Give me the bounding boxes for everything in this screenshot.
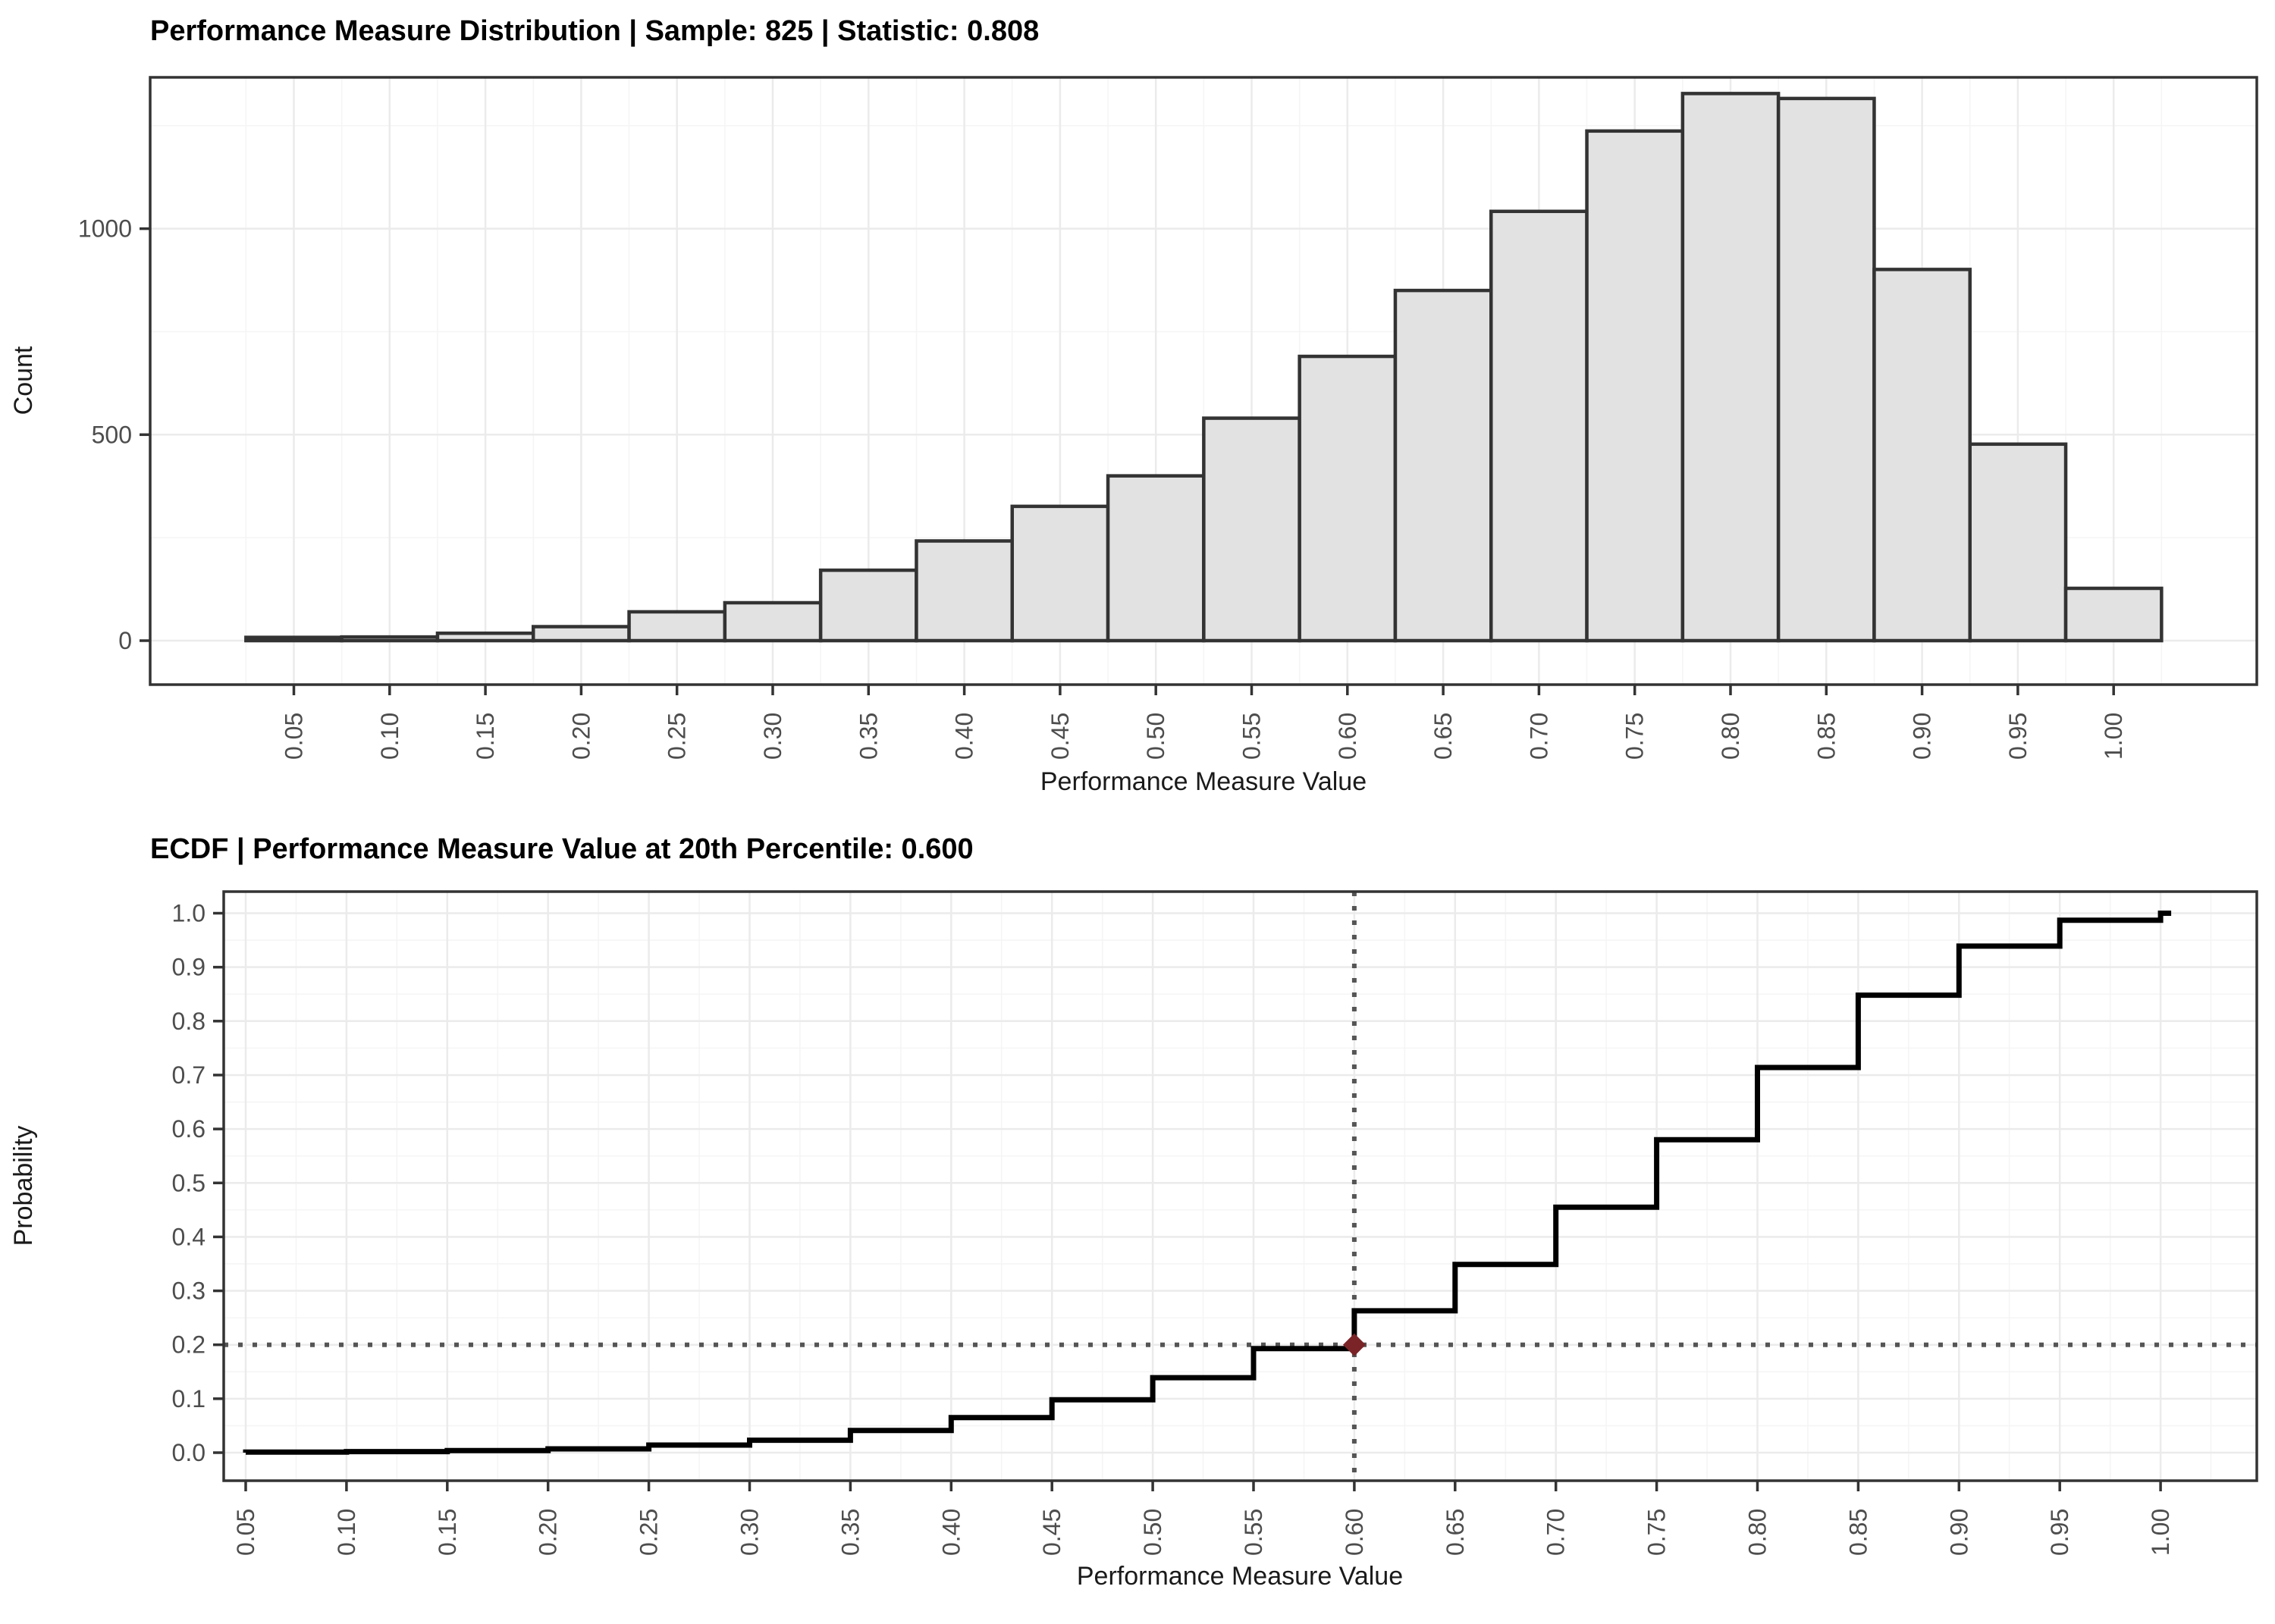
y-tick-label: 1.0 (172, 900, 206, 927)
x-tick-label: 0.80 (1744, 1509, 1771, 1556)
histogram-bar (532, 625, 631, 643)
ecdf-y-axis-title: Probability (9, 1126, 38, 1246)
histogram-axis-ticks: 0.05 0.10 0.15 0.20 0.25 0.30 0.35 0.40 0.45 0.50… (78, 215, 2127, 760)
histogram-bar (1872, 268, 1972, 643)
ecdf-gridlines (224, 892, 2257, 1481)
x-tick-label: 0.95 (2046, 1509, 2073, 1556)
x-tick-label: 0.20 (535, 1509, 562, 1556)
x-tick-label: 0.05 (232, 1509, 259, 1556)
histogram-bar (435, 631, 535, 643)
histogram-x-axis-title: Performance Measure Value (1040, 767, 1367, 796)
x-tick-label: 0.20 (567, 713, 595, 760)
histogram-panel-border (149, 76, 2258, 686)
y-tick-label: 1000 (78, 215, 132, 243)
histogram-bar (1010, 504, 1110, 643)
ecdf-step-line-group (243, 911, 2172, 1455)
y-tick-label: 0.1 (172, 1385, 206, 1412)
histogram-bar (340, 635, 440, 643)
histogram-bars (244, 92, 2164, 643)
y-tick-label: 0.7 (172, 1061, 206, 1089)
percentile-marker-diamond (1342, 1333, 1366, 1356)
x-tick-label: 0.70 (1525, 713, 1552, 760)
ecdf-step-line (243, 911, 2172, 1455)
ecdf-panel-border (222, 890, 2258, 1482)
x-tick-label: 0.15 (472, 713, 499, 760)
x-tick-label: 0.85 (1844, 1509, 1872, 1556)
x-tick-label: 0.10 (333, 1509, 360, 1556)
histogram-y-axis-title: Count (9, 346, 38, 415)
x-tick-label: 0.50 (1142, 713, 1169, 760)
x-tick-label: 0.50 (1139, 1509, 1166, 1556)
x-tick-label: 0.30 (759, 713, 786, 760)
histogram-bar (1106, 474, 1206, 643)
x-tick-label: 0.40 (937, 1509, 965, 1556)
histogram-bar (1776, 96, 1876, 643)
x-tick-label: 0.35 (836, 1509, 864, 1556)
y-tick-label: 0.0 (172, 1439, 206, 1466)
x-tick-label: 0.75 (1621, 713, 1649, 760)
ecdf-x-axis-title: Performance Measure Value (1077, 1562, 1403, 1591)
histogram-bar (1968, 442, 2068, 643)
y-tick-label: 0 (118, 627, 132, 654)
x-tick-label: 0.95 (2004, 713, 2032, 760)
histogram-bar (1393, 288, 1493, 643)
histogram-bar (1680, 92, 1781, 643)
ecdf-percentile-marker-group (1342, 1333, 1366, 1356)
histogram-bar (1585, 129, 1685, 643)
ecdf-percentile-guides (224, 892, 2257, 1481)
ecdf-title: ECDF | Performance Measure Value at 20th… (150, 833, 974, 865)
histogram-bar (627, 610, 727, 643)
histogram-bar (723, 600, 823, 643)
x-tick-label: 1.00 (2100, 713, 2127, 760)
y-tick-label: 0.6 (172, 1115, 206, 1143)
x-tick-label: 0.60 (1341, 1509, 1368, 1556)
y-tick-label: 0.3 (172, 1278, 206, 1305)
histogram-bar (915, 539, 1014, 643)
x-tick-label: 0.70 (1542, 1509, 1570, 1556)
ecdf-axis-ticks: 0.05 0.10 0.15 0.20 0.25 0.30 0.35 0.40 0.45 0.50… (172, 900, 2175, 1557)
x-tick-label: 0.30 (736, 1509, 764, 1556)
histogram-bar (1202, 416, 1301, 643)
x-tick-label: 0.45 (1046, 713, 1074, 760)
histogram-bar (818, 568, 918, 643)
x-tick-label: 0.80 (1717, 713, 1744, 760)
x-tick-label: 0.60 (1334, 713, 1361, 760)
x-tick-label: 0.10 (376, 713, 403, 760)
y-tick-label: 0.9 (172, 954, 206, 981)
y-tick-label: 500 (92, 421, 132, 448)
x-tick-label: 0.40 (951, 713, 978, 760)
x-tick-label: 0.45 (1038, 1509, 1065, 1556)
x-tick-label: 0.55 (1240, 1509, 1267, 1556)
x-tick-label: 0.65 (1429, 713, 1457, 760)
y-tick-label: 0.5 (172, 1169, 206, 1196)
x-tick-label: 0.35 (855, 713, 882, 760)
histogram-bar (1298, 354, 1398, 643)
x-tick-label: 0.85 (1812, 713, 1840, 760)
x-tick-label: 0.05 (281, 713, 308, 760)
x-tick-label: 1.00 (2147, 1509, 2174, 1556)
histogram-title: Performance Measure Distribution | Sampl… (150, 15, 1039, 47)
x-tick-label: 0.90 (1945, 1509, 1972, 1556)
histogram-bar (1489, 209, 1589, 643)
x-tick-label: 0.25 (664, 713, 691, 760)
x-tick-label: 0.90 (1909, 713, 1936, 760)
y-tick-label: 0.4 (172, 1223, 206, 1250)
x-tick-label: 0.25 (635, 1509, 663, 1556)
x-tick-label: 0.15 (434, 1509, 461, 1556)
x-tick-label: 0.75 (1643, 1509, 1671, 1556)
ecdf-chart: 0.05 0.10 0.15 0.20 0.25 0.30 0.35 0.40 0.45 0.50… (9, 833, 2258, 1591)
histogram-bar (244, 635, 344, 643)
y-tick-label: 0.8 (172, 1008, 206, 1035)
histogram-chart: 0.05 0.10 0.15 0.20 0.25 0.30 0.35 0.40 0.45 0.50… (9, 15, 2258, 796)
x-tick-label: 0.65 (1442, 1509, 1469, 1556)
x-tick-label: 0.55 (1238, 713, 1266, 760)
y-tick-label: 0.2 (172, 1331, 206, 1359)
histogram-bar (2063, 586, 2164, 643)
